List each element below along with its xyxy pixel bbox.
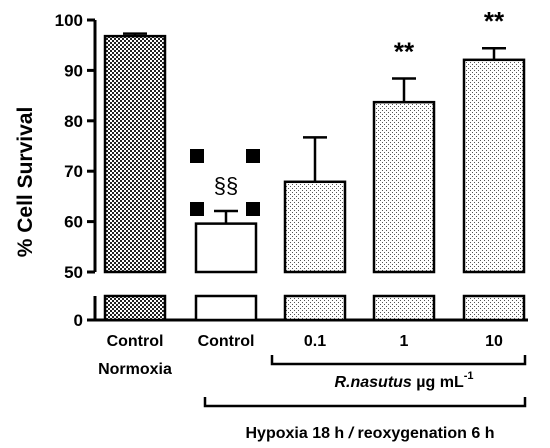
treatment-unit-exponent: -1 [464,370,474,382]
category-label: Control [198,333,255,350]
bar-lower [372,294,436,322]
bar [283,180,347,274]
plot-layer: 0 50 60 70 80 90 100 §§ ** ** Control Control 0.1 1 1… [55,6,528,442]
bars [103,32,526,322]
significance-label: ** [394,36,415,66]
bar-lower [194,294,258,322]
category-label: 0.1 [304,333,326,350]
treatment-bracket [270,355,527,366]
hypoxia-prefix: Hypoxia 18 h [246,425,349,442]
y-tick-label: 100 [55,11,83,30]
bar [194,222,258,274]
hypoxia-bracket [203,397,527,408]
treatment-unit: µg mL [412,374,464,391]
y-axis-title: % Cell Survival [14,107,37,258]
bar-lower [283,294,347,322]
y-tick-label: 80 [64,112,83,131]
y-tick-label: 0 [74,311,83,330]
treatment-species: R.nasutus [334,374,411,391]
square-marker [246,149,260,163]
bar-lower [103,294,167,322]
hypoxia-slash: / [348,425,355,442]
y-tick-label: 50 [64,263,83,282]
labels: §§ ** ** Control Control 0.1 1 10 Normoxia R.nasu… [98,6,527,442]
category-label: 1 [400,333,409,350]
hypoxia-suffix: reoxygenation 6 h [353,425,494,442]
square-marker [246,202,260,216]
bar [103,34,167,274]
square-marker [190,149,204,163]
treatment-label: R.nasutus µg mL-1 [334,370,473,391]
category-label: 10 [485,333,503,350]
y-tick-label: 70 [64,162,83,181]
y-tick-label: 90 [64,61,83,80]
bar [462,58,526,274]
square-marker [190,202,204,216]
significance-label: §§ [214,173,238,198]
significance-label: ** [484,6,505,36]
y-tick-label: 60 [64,213,83,232]
normoxia-label: Normoxia [98,361,172,378]
category-label: Control [107,333,164,350]
hypoxia-label: Hypoxia 18 h / reoxygenation 6 h [246,425,495,442]
bar [372,100,436,274]
bar-lower [462,294,526,322]
